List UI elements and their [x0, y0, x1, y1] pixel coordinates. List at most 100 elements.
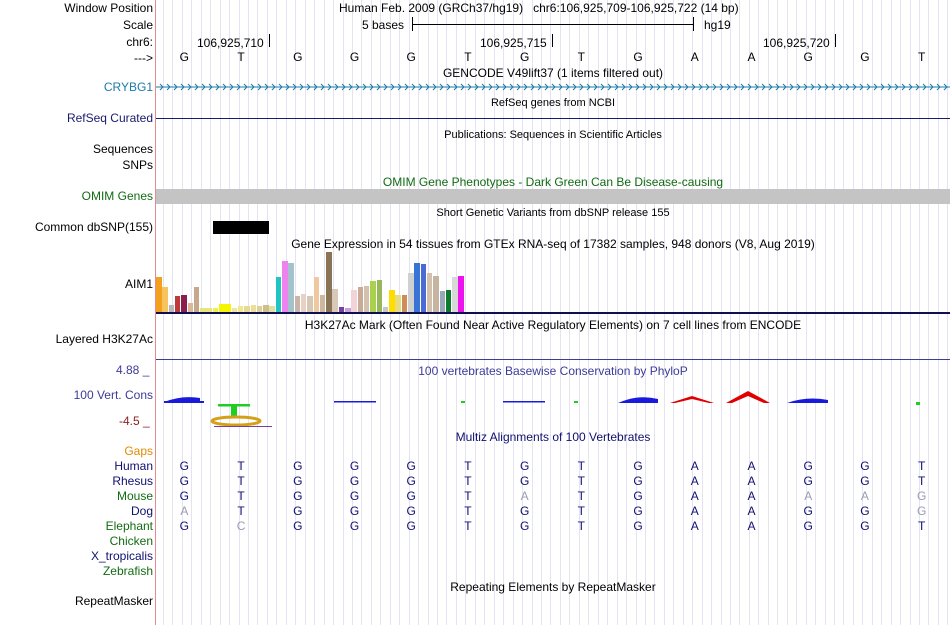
gtex-tissue-bar[interactable] — [269, 306, 275, 312]
refseq-label[interactable]: RefSeq Curated — [66, 111, 153, 125]
gtex-tissue-bar[interactable] — [382, 307, 389, 312]
phylop-label[interactable]: 100 Vert. Cons — [73, 388, 153, 402]
gtex-tissue-bar[interactable] — [200, 308, 206, 312]
gtex-tissue-bar[interactable] — [319, 295, 326, 312]
gtex-tissue-bar[interactable] — [250, 305, 256, 312]
refseq-track-title[interactable]: RefSeq genes from NCBI — [490, 97, 616, 109]
gtex-tissue-bar[interactable] — [370, 281, 376, 312]
species-label[interactable]: Chicken — [109, 534, 153, 548]
phylop-track-title[interactable]: 100 vertebrates Basewise Conservation by… — [418, 364, 688, 378]
gtex-tissue-bar[interactable] — [433, 276, 439, 312]
phylop-conservation-logo[interactable] — [156, 390, 950, 430]
snps-label[interactable]: SNPs — [122, 158, 153, 172]
species-label[interactable]: Elephant — [105, 519, 153, 533]
window-position-value[interactable]: Human Feb. 2009 (GRCh37/hg19) chr6:106,9… — [339, 1, 739, 15]
species-label[interactable]: X_tropicalis — [90, 549, 153, 563]
species-label[interactable]: Dog — [130, 504, 153, 518]
gtex-tissue-bar[interactable] — [408, 273, 414, 312]
ref-base[interactable]: T — [464, 50, 472, 64]
ref-base[interactable]: A — [747, 50, 756, 64]
gtex-tissue-bar[interactable] — [420, 264, 427, 312]
gtex-tissue-bar[interactable] — [338, 307, 345, 312]
ref-base[interactable]: G — [860, 50, 870, 64]
gtex-tissue-bar[interactable] — [445, 290, 452, 312]
ref-base[interactable]: T — [917, 50, 926, 64]
repeatmasker-track-title[interactable]: Repeating Elements by RepeatMasker — [450, 580, 656, 594]
gtex-track-title[interactable]: Gene Expression in 54 tissues from GTEx … — [291, 237, 815, 251]
h3k27ac-label[interactable]: Layered H3K27Ac — [55, 332, 153, 346]
gtex-tissue-bar[interactable] — [237, 306, 244, 312]
gtex-tissue-bar[interactable] — [326, 252, 332, 312]
omim-gene-bar[interactable] — [156, 189, 950, 204]
repeatmasker-label[interactable]: RepeatMasker — [74, 594, 153, 608]
ref-base[interactable]: G — [633, 50, 643, 64]
ref-base[interactable]: G — [293, 50, 303, 64]
ref-base[interactable]: A — [690, 50, 699, 64]
omim-track-title[interactable]: OMIM Gene Phenotypes - Dark Green Can Be… — [382, 175, 724, 189]
species-label[interactable]: Rhesus — [112, 474, 153, 488]
gaps-label[interactable]: Gaps — [124, 444, 153, 458]
gtex-tissue-bar[interactable] — [219, 304, 225, 312]
multiz-track-title[interactable]: Multiz Alignments of 100 Vertebrates — [455, 430, 651, 444]
gtex-tissue-bar[interactable] — [452, 277, 458, 312]
gtex-expression-chart[interactable] — [156, 252, 950, 314]
crybg1-gene-feature[interactable] — [156, 81, 950, 93]
gtex-tissue-bar[interactable] — [307, 296, 313, 312]
gtex-tissue-bar[interactable] — [206, 308, 212, 312]
gtex-tissue-bar[interactable] — [351, 290, 357, 312]
gtex-tissue-bar[interactable] — [174, 296, 181, 312]
sequences-label[interactable]: Sequences — [92, 142, 153, 156]
gtex-tissue-bar[interactable] — [426, 273, 433, 312]
gtex-tissue-bar[interactable] — [256, 306, 263, 312]
gencode-track-title[interactable]: GENCODE V49lift37 (1 items filtered out) — [442, 66, 664, 80]
gtex-tissue-bar[interactable] — [168, 305, 175, 312]
dbsnp-track-title[interactable]: Short Genetic Variants from dbSNP releas… — [436, 207, 670, 219]
refseq-feature-line[interactable] — [156, 118, 950, 119]
gtex-tissue-bar[interactable] — [244, 306, 250, 312]
ref-base[interactable]: G — [519, 50, 530, 64]
gtex-tissue-bar[interactable] — [288, 263, 294, 312]
ref-base[interactable]: T — [237, 50, 245, 64]
ref-base[interactable]: G — [179, 50, 190, 64]
species-label[interactable]: Human — [114, 459, 153, 473]
gtex-tissue-bar[interactable] — [275, 277, 282, 312]
gtex-tissue-bar[interactable] — [156, 277, 162, 312]
species-label[interactable]: Zebrafish — [102, 564, 153, 578]
gtex-tissue-bar[interactable] — [376, 280, 382, 312]
gtex-tissue-bar[interactable] — [357, 287, 364, 312]
gtex-tissue-bar[interactable] — [363, 286, 370, 312]
gtex-tissue-bar[interactable] — [389, 290, 395, 312]
species-label[interactable]: Mouse — [116, 489, 153, 503]
gtex-tissue-bar[interactable] — [332, 289, 338, 312]
gencode-gene-label[interactable]: CRYBG1 — [103, 80, 153, 94]
gtex-tissue-bar[interactable] — [345, 308, 351, 312]
gtex-tissue-bar[interactable] — [439, 291, 445, 312]
gtex-tissue-bar[interactable] — [300, 294, 307, 312]
gtex-tissue-bar[interactable] — [282, 261, 288, 312]
ref-base[interactable]: G — [406, 50, 416, 64]
gtex-tissue-bar[interactable] — [294, 296, 301, 312]
gtex-tissue-bar[interactable] — [162, 287, 168, 312]
gtex-tissue-bar[interactable] — [263, 305, 269, 312]
ref-base[interactable]: G — [803, 50, 813, 64]
gtex-tissue-bar[interactable] — [401, 295, 408, 312]
h3k27ac-track-title[interactable]: H3K27Ac Mark (Often Found Near Active Re… — [304, 318, 802, 332]
gtex-tissue-bar[interactable] — [313, 277, 319, 312]
dbsnp-variant-block[interactable] — [213, 221, 269, 234]
gtex-tissue-bar[interactable] — [225, 304, 231, 312]
gtex-tissue-bar[interactable] — [193, 287, 200, 312]
common-dbsnp-label[interactable]: Common dbSNP(155) — [34, 220, 153, 234]
ref-base[interactable]: T — [577, 50, 586, 64]
gtex-tissue-bar[interactable] — [187, 303, 193, 312]
gtex-tissue-bar[interactable] — [395, 295, 401, 312]
ref-base[interactable]: G — [349, 50, 360, 64]
gtex-gene-label[interactable]: AIM1 — [124, 277, 153, 291]
gtex-tissue-bar[interactable] — [212, 308, 219, 312]
gtex-tissue-bar[interactable] — [181, 295, 187, 312]
gtex-tissue-bar[interactable] — [458, 276, 464, 312]
gtex-tissue-bar[interactable] — [231, 308, 238, 312]
publications-track-title[interactable]: Publications: Sequences in Scientific Ar… — [444, 129, 662, 141]
gtex-tissue-bar[interactable] — [414, 263, 420, 312]
omim-genes-label[interactable]: OMIM Genes — [81, 189, 153, 203]
